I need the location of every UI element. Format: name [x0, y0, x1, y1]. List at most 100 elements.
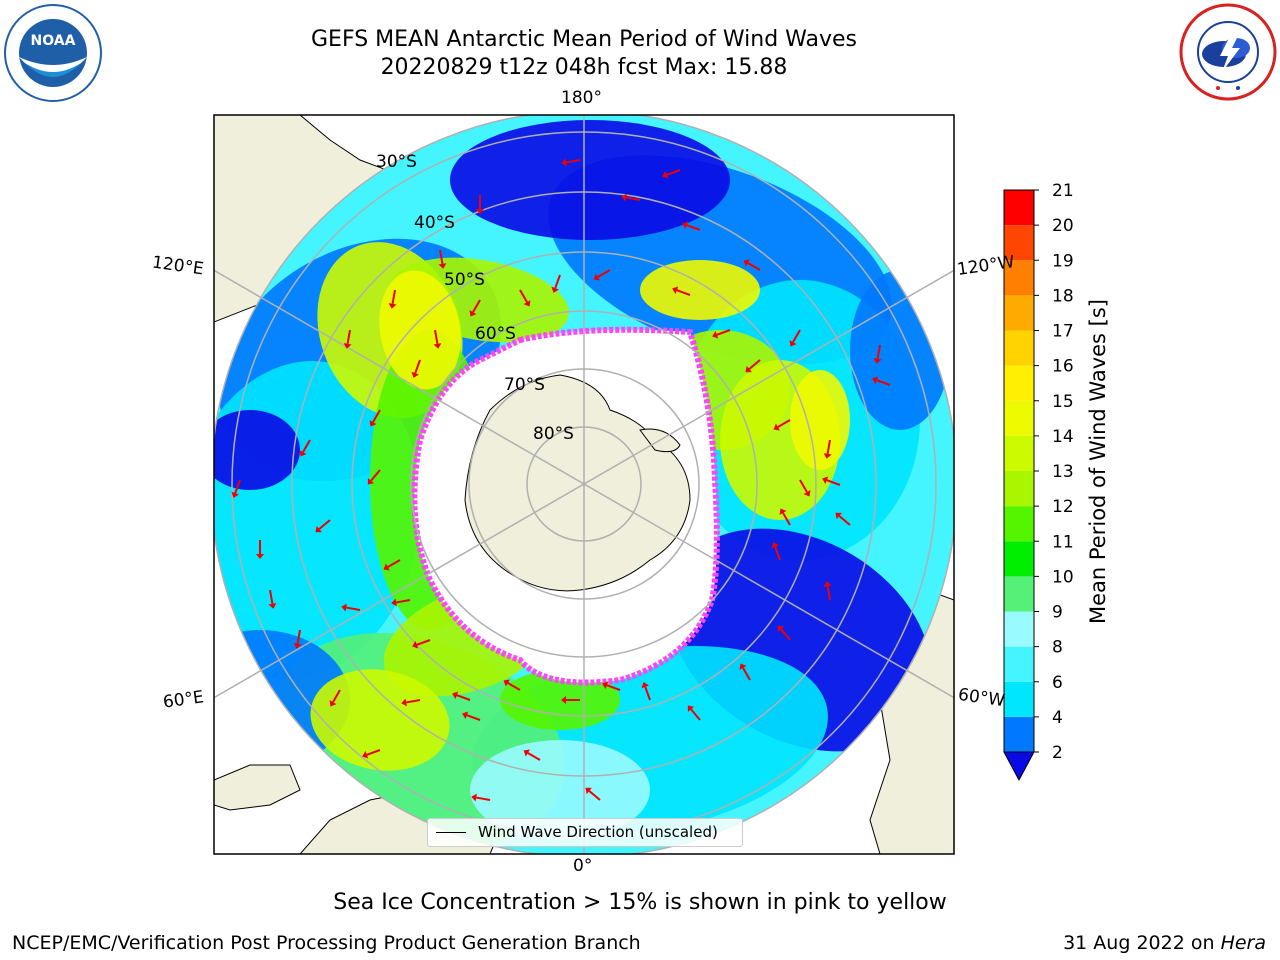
wave-direction-arrow	[452, 691, 471, 701]
arrow-shaft	[396, 599, 411, 604]
arrow-head	[745, 365, 752, 373]
arrow-shaft	[519, 289, 528, 303]
arrow-shaft	[554, 274, 561, 289]
colorbar-band	[1004, 681, 1034, 717]
lat-label-50s: 50°S	[444, 270, 485, 290]
wave-direction-arrow	[641, 682, 651, 701]
arrow-shaft	[826, 479, 841, 486]
wave-direction-arrow	[621, 193, 641, 202]
arrow-shaft	[686, 224, 701, 231]
arrow-head	[268, 603, 277, 609]
wave-direction-arrow	[329, 689, 341, 707]
arrow-shaft	[792, 329, 801, 343]
arrow-shaft	[507, 682, 521, 691]
colorbar-tick-label: 13	[1052, 462, 1074, 482]
arrow-head	[771, 542, 779, 549]
arrow-head	[388, 303, 397, 309]
arrow-head	[662, 171, 669, 179]
arrow-shaft	[588, 790, 601, 801]
colorbar-tick-label: 11	[1052, 532, 1074, 552]
field-patch	[500, 670, 620, 730]
arrow-shaft	[777, 419, 791, 428]
arrow-head	[299, 450, 307, 457]
colorbar-tick-label: 17	[1052, 322, 1074, 342]
arrow-shaft	[666, 169, 681, 176]
arrow-head	[341, 603, 347, 612]
wave-direction-arrow	[471, 793, 491, 802]
arrow-head	[823, 581, 832, 587]
arrow-head	[401, 698, 407, 707]
wave-direction-arrow	[779, 508, 791, 526]
colorbar-tick-label: 16	[1052, 357, 1074, 377]
wave-direction-arrow	[369, 409, 381, 427]
colorbar-band	[1004, 260, 1034, 296]
wave-direction-arrow	[362, 749, 381, 759]
wave-direction-arrow	[343, 329, 352, 349]
legend-line-swatch	[436, 832, 466, 833]
colorbar-band	[1004, 330, 1034, 366]
wave-direction-arrow	[433, 329, 442, 349]
chart-subtitle: 20220829 t12z 048h fcst Max: 15.88	[380, 55, 788, 80]
arrow-head	[835, 512, 842, 520]
arrow-shaft	[366, 749, 381, 756]
wave-direction-arrow	[293, 629, 302, 649]
map-legend: Wind Wave Direction (unscaled)	[427, 818, 743, 847]
arrow-head	[779, 508, 787, 515]
wave-direction-arrow	[872, 376, 891, 386]
colorbar-band	[1004, 190, 1034, 226]
wave-direction-arrow	[822, 476, 841, 486]
wave-direction-arrow	[256, 540, 264, 559]
colorbar-extend-arrow	[1003, 751, 1035, 782]
wave-direction-arrow	[341, 603, 361, 612]
field-patch	[790, 370, 850, 470]
arrow-head	[743, 259, 750, 267]
footer-host: Hera	[1220, 932, 1266, 954]
wave-direction-arrow	[462, 711, 481, 721]
arrow-head	[602, 681, 609, 689]
arrow-shaft	[780, 628, 791, 641]
arrow-head	[391, 598, 397, 607]
arrow-head	[471, 793, 477, 802]
footer-date: 31 Aug 2022 on Hera	[1063, 932, 1266, 954]
colorbar-tick-label: 15	[1052, 392, 1074, 412]
wave-direction-arrow	[771, 542, 781, 561]
arrow-head	[672, 286, 679, 294]
wave-direction-arrow	[315, 519, 331, 533]
arrow-head	[551, 286, 559, 293]
arrow-shaft	[876, 379, 891, 386]
arrow-head	[411, 371, 419, 378]
wave-direction-arrow	[602, 681, 621, 691]
wave-direction-arrow	[585, 787, 601, 801]
colorbar-tick-label: 19	[1052, 251, 1074, 271]
arrow-shaft	[826, 586, 831, 601]
field-patch	[450, 120, 730, 240]
wave-direction-arrow	[823, 439, 832, 459]
colorbar-band	[1004, 716, 1034, 752]
arrow-head	[343, 343, 352, 349]
wave-direction-arrow	[687, 705, 701, 721]
arrow-shaft	[747, 262, 761, 271]
arrow-head	[452, 691, 459, 699]
arrow-head	[412, 641, 419, 649]
arrow-head	[712, 331, 719, 339]
colorbar-tick-label: 18	[1052, 286, 1074, 306]
wave-direction-arrow	[391, 598, 411, 607]
arrow-shaft	[372, 409, 381, 423]
noaa-logo: NOAA	[4, 4, 102, 102]
arrow-shaft	[838, 515, 851, 526]
arrow-head	[462, 711, 469, 719]
wave-direction-arrow	[367, 469, 381, 485]
arrow-head	[293, 643, 302, 649]
arrow-shaft	[476, 796, 491, 801]
colorbar-band	[1004, 541, 1034, 577]
arrow-shaft	[391, 289, 396, 304]
wave-direction-arrow	[712, 329, 731, 339]
field-patch	[640, 260, 760, 320]
arrow-head	[369, 420, 377, 427]
arrow-head	[872, 376, 879, 384]
chart-title: GEFS MEAN Antarctic Mean Period of Wind …	[311, 27, 857, 52]
wave-direction-arrow	[799, 479, 811, 497]
colorbar-tick-label: 10	[1052, 567, 1074, 587]
colorbar-ticks: 2 4 6 8 9 10 11 12 13 14 15 16 17 18 19 20 21	[1034, 181, 1074, 763]
arrow-shaft	[318, 519, 331, 530]
